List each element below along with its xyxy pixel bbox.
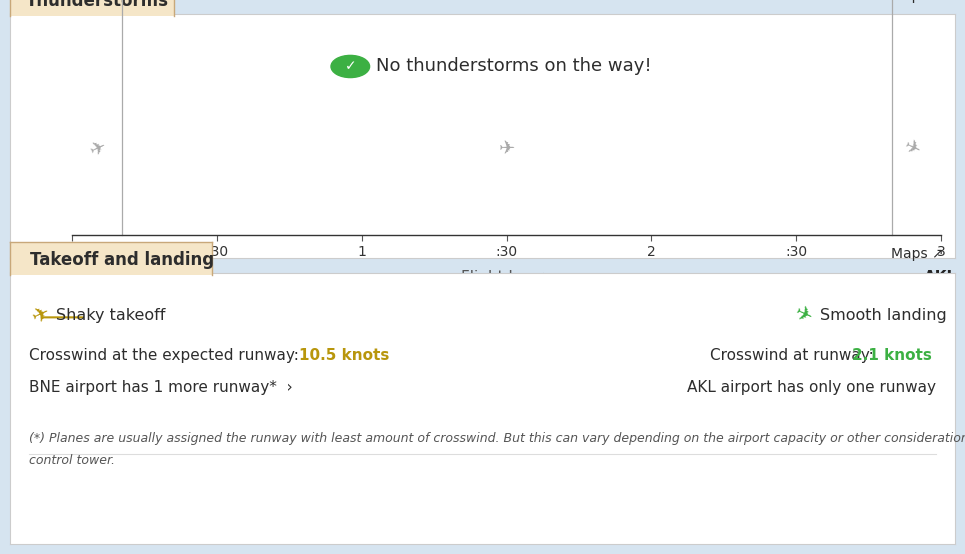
Text: Maps ↗: Maps ↗ (891, 0, 944, 3)
Text: No thunderstorms on the way!: No thunderstorms on the way! (376, 58, 652, 75)
Text: (*) Planes are usually assigned the runway with least amount of crosswind. But t: (*) Planes are usually assigned the runw… (29, 432, 965, 445)
Text: Flight hours: Flight hours (461, 270, 552, 285)
Text: control tower.: control tower. (29, 454, 115, 467)
Text: Shaky takeoff: Shaky takeoff (56, 308, 165, 324)
Text: ✈: ✈ (499, 138, 514, 157)
Text: Smooth landing: Smooth landing (820, 308, 947, 324)
Text: ✈: ✈ (900, 136, 924, 160)
Text: ✈: ✈ (87, 136, 110, 160)
Text: BNE: BNE (55, 270, 90, 285)
Text: ✈: ✈ (29, 303, 53, 329)
Text: Maps ↗: Maps ↗ (891, 248, 944, 261)
Text: ✓: ✓ (345, 59, 356, 74)
Text: Takeoff and landing: Takeoff and landing (30, 251, 214, 269)
Text: Crosswind at runway:: Crosswind at runway: (710, 348, 879, 363)
Text: BNE airport has 1 more runway*  ›: BNE airport has 1 more runway* › (29, 380, 292, 396)
Text: ✈: ✈ (791, 303, 815, 329)
Text: Crosswind at the expected runway:: Crosswind at the expected runway: (29, 348, 304, 363)
Text: 10.5 knots: 10.5 knots (299, 348, 390, 363)
Text: Thunderstorms: Thunderstorms (26, 0, 169, 11)
Text: 2.1 knots: 2.1 knots (852, 348, 932, 363)
Text: AKL: AKL (924, 270, 957, 285)
Text: AKL airport has only one runway: AKL airport has only one runway (687, 380, 936, 396)
